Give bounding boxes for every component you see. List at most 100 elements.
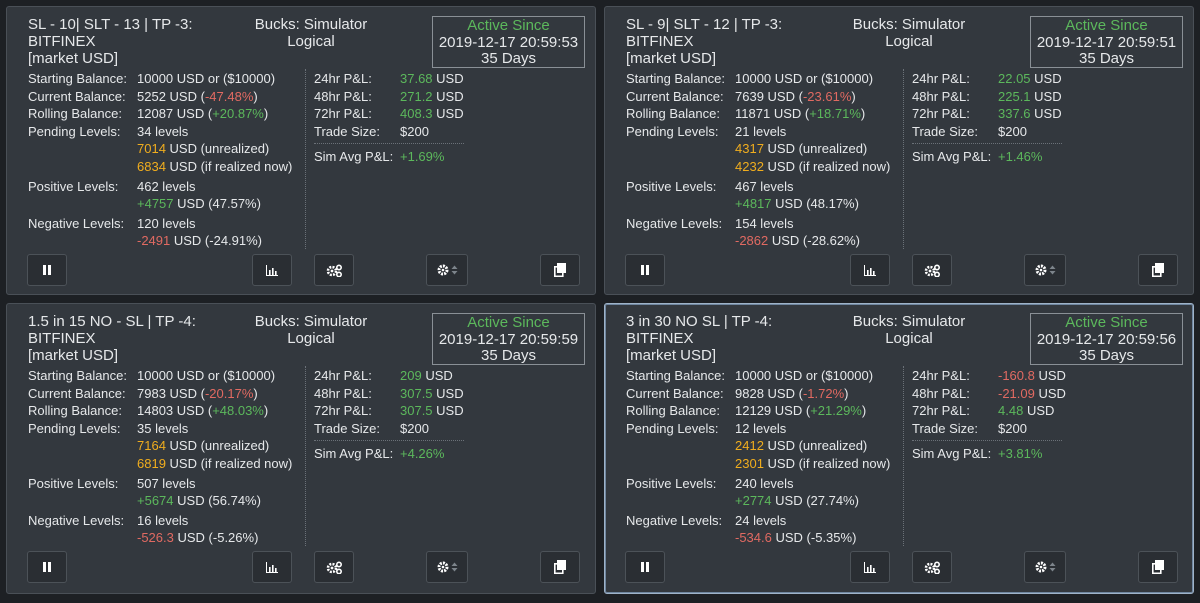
- realized-suffix: USD (if realized now): [767, 455, 891, 471]
- rolling-balance-pct: +21.29%: [810, 403, 862, 419]
- rolling-balance-pct: +18.71%: [809, 106, 861, 122]
- starting-balance-suffix: USD or ($10000): [176, 71, 276, 86]
- pnl-72-label: 72hr P&L:: [314, 106, 372, 122]
- pnl-72-value: 337.6: [998, 106, 1031, 122]
- active-since-box: Active Since 2019-12-17 20:59:59 35 Days: [432, 313, 585, 365]
- active-since-date: 2019-12-17 20:59:51: [1036, 33, 1177, 51]
- usd-unit: USD: [436, 403, 464, 419]
- positive-levels-value: 240 levels: [735, 475, 794, 491]
- negative-levels-label: Negative Levels:: [28, 512, 125, 528]
- copy-button[interactable]: [540, 551, 580, 583]
- pnl-24-label: 24hr P&L:: [912, 368, 970, 383]
- pause-button[interactable]: [27, 551, 67, 583]
- realized-value: 4232: [735, 158, 764, 174]
- account-label: Bucks: Simulator Logical: [849, 313, 969, 347]
- positive-levels-value: 467 levels: [735, 178, 794, 194]
- copy-button[interactable]: [540, 254, 580, 286]
- positive-value: +4757: [137, 196, 174, 212]
- bot-card: SL - 9| SLT - 12 | TP -3: BITFINEX [mark…: [604, 6, 1194, 295]
- negative-levels-value: 120 levels: [137, 215, 196, 231]
- pause-button[interactable]: [27, 254, 67, 286]
- sim-avg-label: Sim Avg P&L:: [314, 446, 394, 462]
- gears-button[interactable]: [314, 254, 354, 286]
- account-name: Bucks: Simulator: [254, 16, 368, 33]
- rolling-balance-value: 14803: [137, 403, 174, 419]
- copy-icon: [554, 263, 566, 277]
- sim-avg-value: +4.26%: [400, 446, 445, 462]
- copy-button[interactable]: [1138, 254, 1178, 286]
- copy-button[interactable]: [1138, 551, 1178, 583]
- chart-button[interactable]: [252, 254, 292, 286]
- usd-unit: USD: [176, 106, 205, 122]
- trade-size-label: Trade Size:: [314, 420, 380, 436]
- negative-suffix: USD (-5.35%): [775, 530, 857, 546]
- unrealized-suffix: USD (unrealized): [169, 438, 270, 454]
- starting-balance-suffix: USD or ($10000): [176, 368, 276, 383]
- settings-dropdown-button[interactable]: [1024, 254, 1066, 286]
- usd-unit: USD: [436, 385, 464, 401]
- active-since-box: Active Since 2019-12-17 20:59:56 35 Days: [1030, 313, 1183, 365]
- active-since-label: Active Since: [467, 17, 550, 34]
- rolling-balance-pct: +20.87%: [212, 106, 264, 122]
- usd-unit: USD: [773, 106, 802, 122]
- current-balance-pct: -20.17%: [204, 385, 254, 401]
- gears-button[interactable]: [912, 254, 952, 286]
- pnl-72-label: 72hr P&L:: [912, 106, 970, 122]
- sim-avg-label: Sim Avg P&L:: [314, 149, 394, 165]
- usd-unit: USD: [774, 403, 803, 419]
- negative-suffix: USD (-24.91%): [173, 233, 263, 249]
- trade-size-value: $200: [998, 123, 1027, 139]
- pending-levels-value: 12 levels: [735, 420, 787, 436]
- gears-button[interactable]: [314, 551, 354, 583]
- chart-button[interactable]: [850, 551, 890, 583]
- current-balance-label: Current Balance:: [626, 385, 724, 401]
- chart-button[interactable]: [252, 551, 292, 583]
- copy-icon: [1152, 263, 1164, 277]
- starting-balance-label: Starting Balance:: [626, 368, 726, 383]
- pending-levels-value: 35 levels: [137, 420, 189, 436]
- usd-unit: USD: [1034, 106, 1062, 122]
- chart-button[interactable]: [850, 254, 890, 286]
- balance-stats: Starting Balance: 10000 USD or ($10000) C…: [626, 368, 891, 546]
- settings-gear-icon: [1035, 561, 1046, 573]
- column-divider: [305, 69, 306, 249]
- positive-value: +4817: [735, 196, 772, 212]
- current-balance-pct: -47.48%: [204, 88, 254, 104]
- pause-button[interactable]: [625, 551, 665, 583]
- positive-value: +2774: [735, 493, 772, 509]
- current-balance-label: Current Balance:: [28, 88, 126, 104]
- rolling-balance-value: 12129: [735, 403, 772, 419]
- column-divider: [903, 69, 904, 249]
- pnl-24-value: 209: [400, 368, 422, 383]
- positive-levels-label: Positive Levels:: [626, 178, 717, 194]
- active-since-box: Active Since 2019-12-17 20:59:53 35 Days: [432, 16, 585, 68]
- bot-card-selected: 3 in 30 NO SL | TP -4: BITFINEX [market …: [604, 303, 1194, 594]
- usd-unit: USD: [436, 71, 464, 86]
- pause-button[interactable]: [625, 254, 665, 286]
- trade-size-value: $200: [400, 420, 429, 436]
- gears-button[interactable]: [912, 551, 952, 583]
- current-balance-value: 5252: [137, 88, 166, 104]
- active-since-box: Active Since 2019-12-17 20:59:51 35 Days: [1030, 16, 1183, 68]
- starting-balance-suffix: USD or ($10000): [774, 71, 874, 86]
- active-days: 35 Days: [480, 50, 537, 67]
- settings-dropdown-button[interactable]: [426, 254, 468, 286]
- settings-dropdown-button[interactable]: [1024, 551, 1066, 583]
- settings-dropdown-button[interactable]: [426, 551, 468, 583]
- current-balance-label: Current Balance:: [626, 88, 724, 104]
- unrealized-value: 7014: [137, 141, 166, 157]
- usd-unit: USD: [169, 385, 197, 401]
- pnl-72-value: 307.5: [400, 403, 433, 419]
- sort-caret-icon: [451, 265, 457, 275]
- pnl-24-value: 22.05: [998, 71, 1031, 86]
- bot-card: 1.5 in 15 NO - SL | TP -4: BITFINEX [mar…: [6, 303, 596, 594]
- column-divider: [305, 366, 306, 546]
- mode-name: Logical: [287, 330, 335, 347]
- bot-title: 3 in 30 NO SL | TP -4: BITFINEX [market …: [626, 313, 773, 364]
- negative-suffix: USD (-5.26%): [177, 530, 259, 546]
- pnl-stats: 24hr P&L: -160.8 USD 48hr P&L: -21.09 USD …: [912, 367, 1066, 463]
- unrealized-suffix: USD (unrealized): [767, 141, 868, 157]
- copy-icon: [554, 560, 566, 574]
- trade-size-value: $200: [998, 420, 1027, 436]
- rolling-balance-value: 12087: [137, 106, 174, 122]
